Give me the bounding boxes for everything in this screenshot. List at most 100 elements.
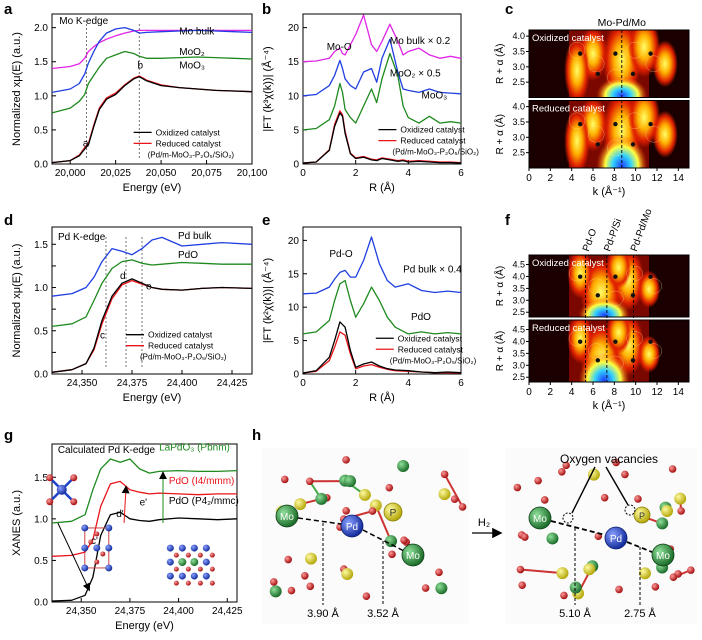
o-atom	[269, 578, 278, 586]
x-tick-label-c: 2	[548, 173, 554, 184]
distance-label-left-2: 3.52 Å	[367, 607, 399, 620]
heatmap-hotspot	[567, 320, 593, 364]
x-tick-label-c: 6	[590, 173, 596, 184]
pd-atom	[202, 558, 210, 566]
y-axis-label-d: Normalized xμ(E) (a.u.)	[11, 244, 23, 358]
y-tick-label-c: 4.0	[512, 31, 525, 41]
contour-line	[645, 125, 662, 143]
series-label-g: LaPdO₃ (Pbnm)	[159, 443, 230, 454]
y-axis-label-e: |FT (k²χ(k))| (Å⁻⁴)	[261, 258, 274, 343]
x-tick-label-f: 0	[526, 387, 532, 398]
o-atom	[342, 456, 350, 464]
o-atom	[70, 474, 78, 482]
o-atom	[521, 533, 529, 541]
contour-peak-dot	[595, 358, 600, 363]
structure-icon-square-planar	[46, 474, 78, 506]
heatmap-subpanel-f-1: Reduced catalyst 2.5 3.0 3.5 4.04.5 R + α (Å)	[493, 319, 690, 383]
p-atom	[294, 498, 307, 511]
chart-g: 24,350 24,375 24,400 24,425 0.0 0.5 1.0 1.5 Ener…	[11, 443, 243, 632]
y-tick-label-f: 2.5	[512, 372, 525, 382]
x-tick-label-e: 0	[300, 378, 306, 389]
contour-peak-dot	[630, 358, 636, 363]
annotation-a: a	[83, 138, 89, 149]
subpanel-title-f: Oxidized catalyst	[532, 258, 604, 269]
mo-atom	[315, 492, 328, 505]
o-atom	[209, 552, 215, 558]
heatmap-frame	[528, 29, 690, 98]
chart-b: 0 2 4 6 0 5 10 15 20 R (Å) |FT (k³χ(k))| (Å⁻⁴) Mo b…	[261, 13, 479, 194]
o-atom	[634, 495, 642, 503]
legend-oxidized-d: Oxidized catalyst	[148, 330, 213, 340]
chart-c: Oxidized catalyst 2.5 3.0 3.5 4.0 R + α (Å) Re…	[493, 17, 690, 198]
distance-label-left-1: 3.90 Å	[307, 607, 339, 620]
series-line-pdo	[51, 259, 252, 328]
legend-sample-b: (Pd/m-MoO₃-P₂O₅/SiO₂)	[392, 148, 479, 157]
contour-line	[568, 265, 586, 282]
legend-sample-a: (Pd/m-MoO₃-P₂O₅/SiO₂)	[148, 150, 235, 159]
pd-atom	[81, 544, 89, 552]
y-tick-label-d: 0.0	[34, 370, 48, 381]
p-atom	[304, 552, 317, 565]
x-tick-label-b: 6	[458, 168, 464, 179]
o-atom	[651, 583, 660, 591]
o-atom	[518, 581, 526, 590]
annotation-e: Pd-O	[329, 249, 353, 260]
series-line-oxidized-catalyst	[302, 321, 462, 374]
plot-frame-d	[51, 226, 253, 375]
pd-atom-right	[604, 526, 628, 550]
series-line-pdo-p42-mmc-	[51, 511, 238, 602]
legend-reduced-b: Reduced catalyst	[400, 136, 466, 146]
heatmap-subpanel-c-0: Oxidized catalyst 2.5 3.0 3.5 4.0 R + α (Å)	[493, 29, 690, 98]
o-atom	[388, 550, 396, 559]
series-label-a: MoO₃	[179, 61, 205, 72]
oxygen-vacancies-label: Oxygen vacancies	[560, 452, 658, 466]
panel-label-e: e	[262, 212, 270, 229]
p-atom	[438, 488, 451, 501]
o-atom	[421, 584, 430, 592]
x-tick-label-d: 24,375	[117, 378, 148, 389]
heatmap-hotspot	[637, 335, 661, 373]
chart-e: 0 2 4 6 0 5 10 15 20 R (Å) |FT (k²χ(k))| (Å⁻⁴) Pd b…	[261, 226, 477, 404]
x-tick-label-c: 12	[651, 173, 663, 184]
vacancy-site-2	[624, 504, 636, 516]
contour-peak-dot	[648, 274, 653, 279]
series-label-d: Pd bulk	[178, 231, 212, 242]
o-atom	[562, 461, 570, 470]
distance-label-right-2: 2.75 Å	[624, 607, 656, 620]
contour-peak-dot	[613, 51, 618, 56]
series-label-b: MoO₃	[422, 91, 448, 102]
series-label-g: PdO (P4₂/mmc)	[169, 496, 239, 507]
series-line-mo-bulk	[51, 29, 252, 70]
annotation-b: Mo-O	[327, 42, 352, 53]
pd-atom	[190, 544, 198, 552]
y-tick-label-g: 0.5	[34, 556, 48, 567]
y-tick-label-e: 0	[293, 370, 299, 381]
contour-line	[626, 41, 643, 59]
o-atom	[458, 503, 467, 511]
o-atom	[560, 591, 568, 600]
o-atom	[185, 552, 191, 558]
x-tick-label-c: 4	[569, 173, 575, 184]
structure-icon-tetragonal	[81, 524, 113, 572]
plot-frame-a	[51, 13, 253, 165]
contour-line	[626, 112, 643, 130]
legend-sample-d: (Pd/m-MoO₃-P₂O₅/SiO₂)	[140, 353, 227, 362]
x-tick-label-c: 10	[630, 173, 642, 184]
y-tick-label-c: 3.0	[512, 132, 525, 142]
pd-atom	[202, 572, 210, 580]
header-label-f: Pd-Pd/Mo	[629, 207, 655, 253]
x-tick-label-d: 24,400	[167, 378, 198, 389]
y-tick-label-f: 2.5	[512, 307, 525, 317]
y-tick-label-g: 1.0	[34, 514, 48, 525]
y-tick-label-d: 0.5	[34, 326, 48, 337]
contour-line	[568, 112, 586, 130]
contour-peak-dot	[613, 121, 618, 127]
y-tick-label-b: 0	[293, 160, 299, 171]
contour-line	[568, 41, 586, 59]
series-label-e: Pd bulk × 0.4	[403, 264, 462, 275]
y-tick-label-a: 1.0	[34, 91, 48, 102]
contour-line	[588, 125, 605, 143]
x-axis-label-e: R (Å)	[369, 391, 395, 404]
y-tick-label-c: 3.0	[512, 62, 525, 72]
o-atom	[209, 566, 215, 572]
